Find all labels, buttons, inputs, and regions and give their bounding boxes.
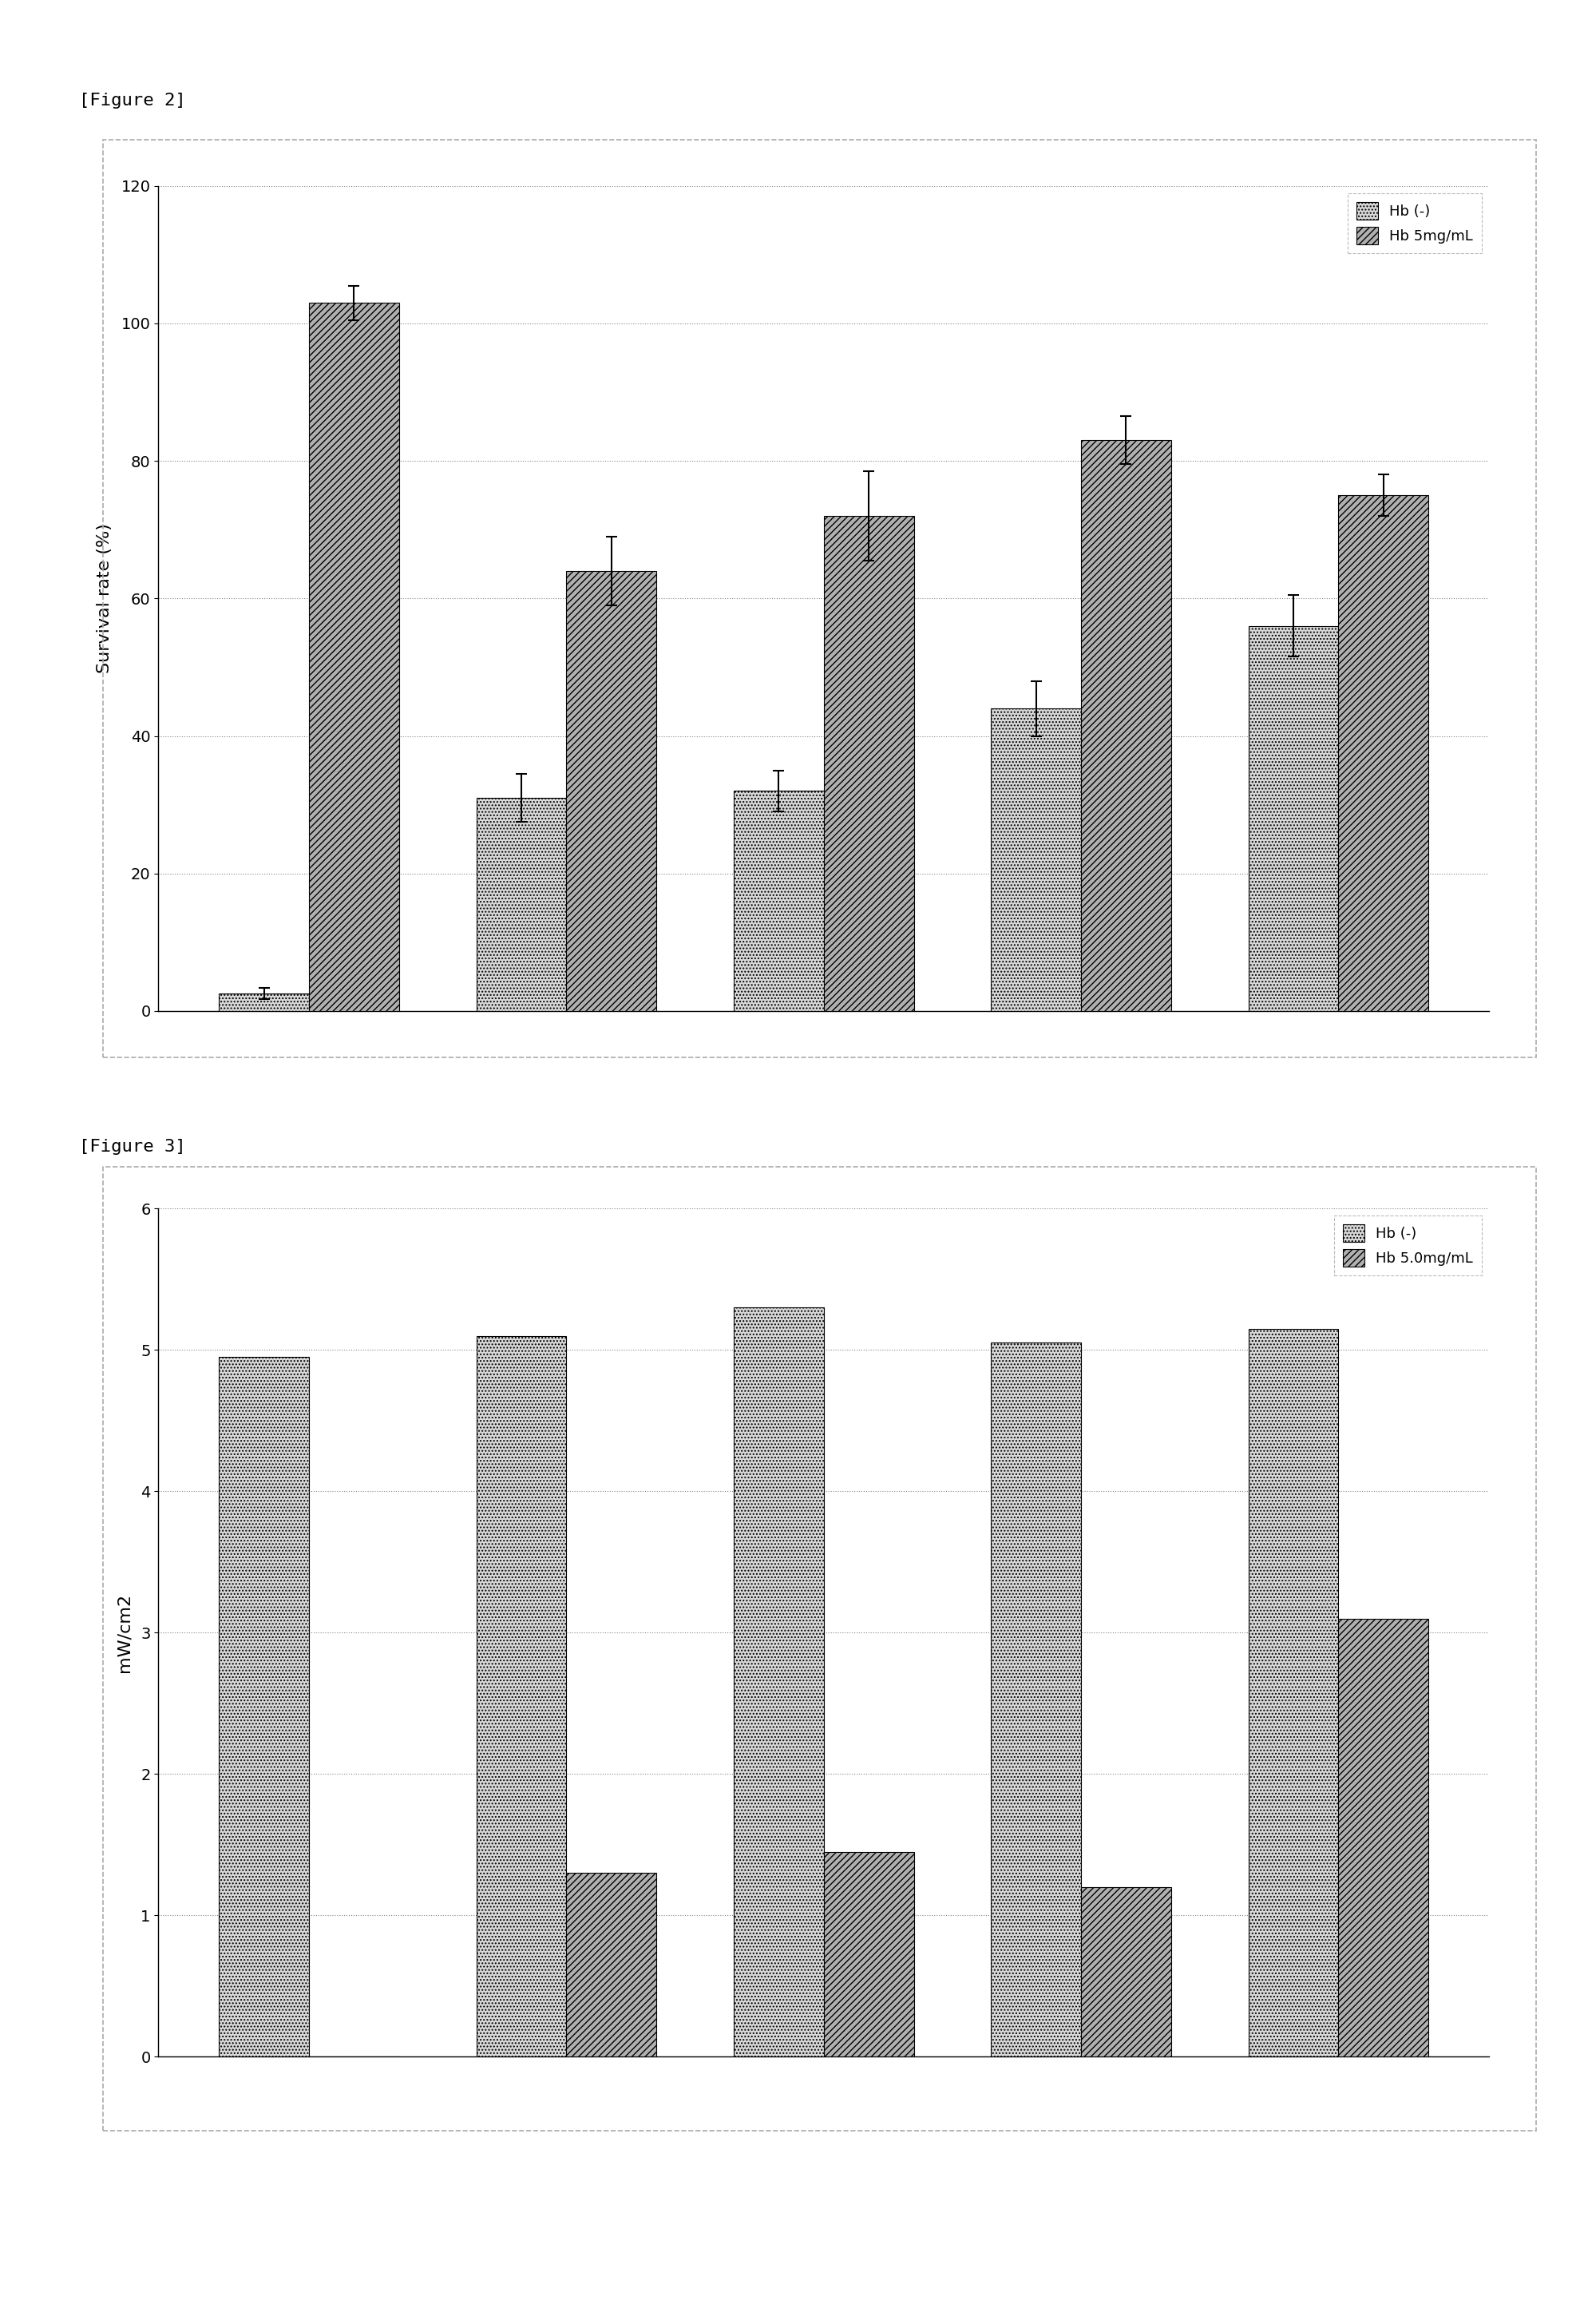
Bar xyxy=(1080,439,1171,1011)
Y-axis label: Survival rate (%): Survival rate (%) xyxy=(97,523,112,674)
Bar xyxy=(992,709,1080,1011)
Legend: Hb (-), Hb 5.0mg/mL: Hb (-), Hb 5.0mg/mL xyxy=(1334,1215,1481,1276)
Bar xyxy=(733,790,824,1011)
Bar xyxy=(567,1873,656,2057)
Legend: Hb (-), Hb 5mg/mL: Hb (-), Hb 5mg/mL xyxy=(1348,193,1481,253)
Bar xyxy=(1080,1887,1171,2057)
Text: [Figure 2]: [Figure 2] xyxy=(79,93,185,109)
Bar xyxy=(1338,1618,1429,2057)
Bar xyxy=(567,572,656,1011)
Text: [Figure 3]: [Figure 3] xyxy=(79,1139,185,1155)
Bar xyxy=(1248,1329,1338,2057)
Bar xyxy=(824,1852,914,2057)
Bar xyxy=(1338,495,1429,1011)
Bar xyxy=(992,1343,1080,2057)
Bar xyxy=(477,1336,567,2057)
Bar xyxy=(219,1357,309,2057)
Y-axis label: mW/cm2: mW/cm2 xyxy=(116,1592,131,1673)
Bar xyxy=(477,797,567,1011)
Bar xyxy=(824,516,914,1011)
Bar xyxy=(219,995,309,1011)
Bar xyxy=(1248,625,1338,1011)
Bar xyxy=(309,302,399,1011)
Bar xyxy=(733,1308,824,2057)
